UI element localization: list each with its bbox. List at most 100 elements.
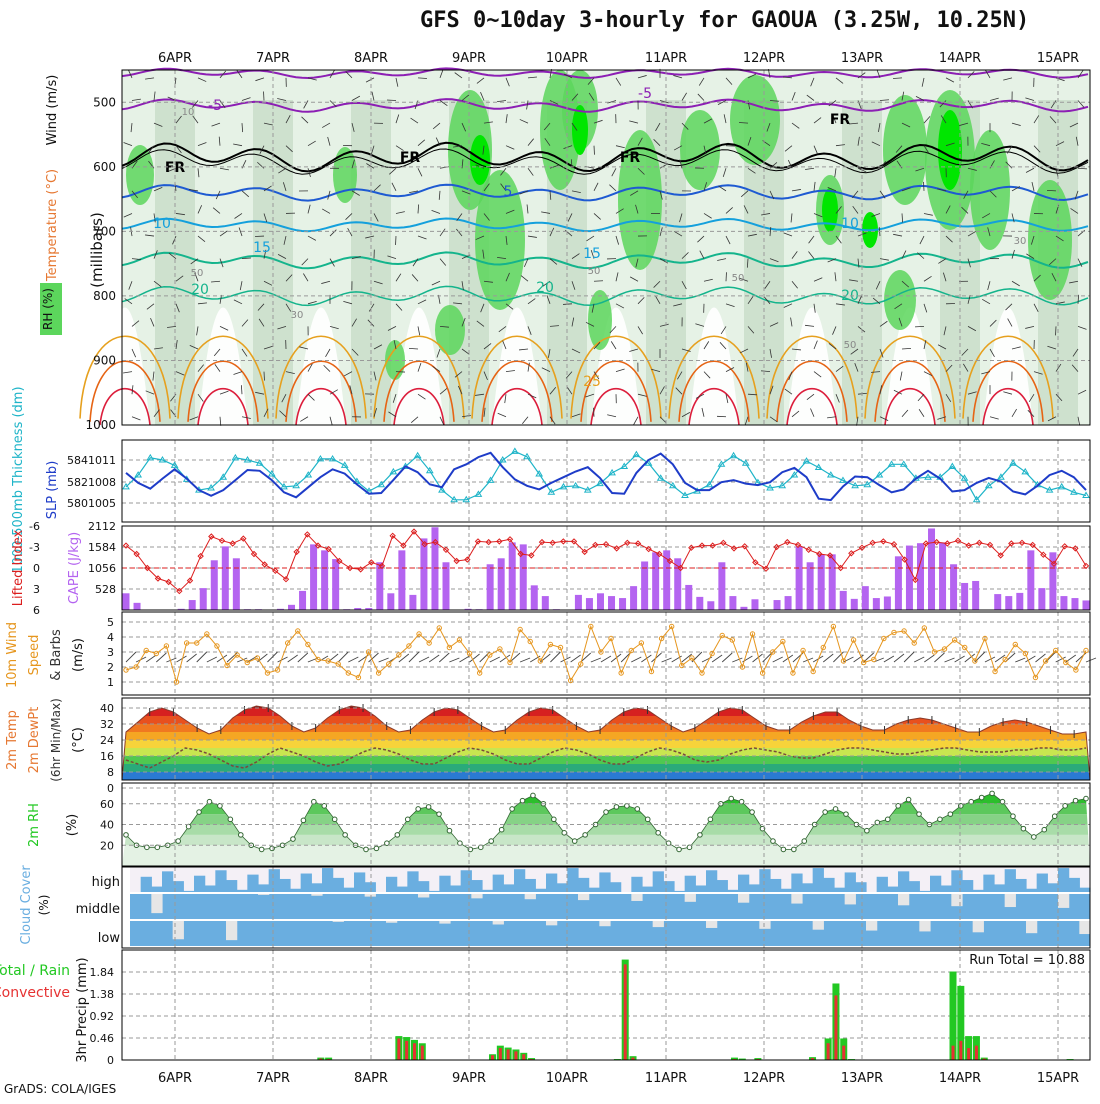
cape-tick-label: 1056 [88,562,116,575]
wind-barb-10m [288,655,298,662]
cape-tick-label: 1584 [88,541,116,554]
rh2m-axis-label: 2m RH [27,803,42,847]
precip-convective-bar [842,1046,845,1060]
wind-barb-10m [712,655,722,662]
wind-barb-10m [1035,654,1045,662]
wind-barb-10m [429,655,439,662]
cape-bar [630,586,637,610]
cloud-high-bar [1005,869,1016,892]
cloud-high-bar [642,887,653,892]
wind-barb-10m [419,657,429,662]
precip-convective-bar [507,1049,510,1060]
cloud-high-bar [535,889,546,892]
cape-bar [608,596,615,610]
cape-bar [873,598,880,610]
temp-color-band [122,716,1090,724]
slp-tick-label: 1008 [88,476,116,489]
cape-bar [1060,596,1067,610]
rh-point [426,805,431,810]
rh-point [802,839,807,844]
rh-moist-blob [475,170,525,310]
temp-color-band [122,764,1090,772]
isotherm-label: FR [620,150,641,166]
wind-barb-10m [409,652,419,662]
cloud-high-bar [1037,874,1048,892]
cloud-gap-bar [791,894,802,904]
cape-bar [586,598,593,610]
wind-barb-10m [197,652,207,662]
cloud-high-bar [407,871,418,892]
cape-bar [652,552,659,610]
cape-bar [288,605,295,610]
temp-tick-label: 32 [100,718,114,731]
precip-convective-bar [499,1048,502,1060]
precip-tick-label: 0.46 [90,1032,115,1045]
rh-point [238,833,243,838]
wind-tick-label: 4 [107,631,114,644]
wind-barb-10m [459,656,469,662]
precip-tick-label: 0.92 [90,1010,115,1023]
rh-contour-label: 50 [844,340,857,351]
rh-point [447,828,452,833]
cape-bar [487,564,494,610]
cloud-high-bar [1058,868,1069,892]
cloud-level-low: low [98,931,121,946]
cloud-gap-bar [866,921,877,931]
pressure-tick-label: 900 [93,353,116,367]
cape-bar [829,554,836,610]
cloud-high-bar [514,869,525,892]
cloud-high-bar [333,878,344,892]
cloud-high-bar [845,872,856,892]
cloud-high-bar [834,888,845,892]
lifted-index-tick-label: -6 [29,520,40,533]
wind-barb-10m [490,657,500,662]
cloud-high-bar [717,880,728,892]
cloud-gap-bar [738,894,749,903]
cloud-high-bar [802,883,813,892]
wind-barb-10m [348,657,358,662]
cloud-high-bar [695,885,706,892]
cape-bar [387,593,394,610]
cape-bar [1071,598,1078,610]
cape-bar [200,588,207,610]
precip-convective-bar [624,964,627,1060]
rh-point [833,807,838,812]
cloud-gap-bar [151,894,162,913]
cloud-high-bar [215,870,226,892]
cloud-gap-bar [311,894,322,896]
cloud-high-bar [706,870,717,892]
cape-bar [222,546,229,610]
cloud-high-bar [898,871,909,892]
cloud-high-bar [418,881,429,892]
cloud-high-bar [877,877,888,892]
cloud-high-bar [1047,883,1058,892]
cloud-high-bar [578,878,589,892]
wind-barb-10m [328,654,338,662]
cape-bar [906,546,913,610]
cape-bar [796,546,803,610]
cloud-high-bar [365,882,376,892]
precip-convective-bar [834,995,837,1060]
lifted-index-tick-label: 6 [33,604,40,617]
cloud-gap-bar [493,921,504,924]
temp-tick-label: 24 [100,734,114,747]
cape-bar [398,550,405,610]
temp-unit-label: (°C) [71,727,86,753]
isotherm-label: FR [400,150,421,166]
rh-moist-blob [435,305,465,355]
cloud-high-bar [813,868,824,892]
cloud-gap-bar [1058,894,1069,908]
cloud-gap-bar [845,894,856,904]
rh-point [635,807,640,812]
wind-barb-10m [631,657,641,662]
precip-convective-bar [967,1048,970,1060]
cloud-high-bar [141,877,152,892]
pressure-axis-label: (millibars) [88,212,106,288]
rh-point [708,817,713,822]
cloud-high-bar [557,883,568,892]
cloud-high-bar [226,880,237,892]
cloud-gap-bar [418,894,429,897]
slp-tick-label: 1005 [88,497,116,510]
cloud-high-bar [1079,888,1090,892]
rh-point [1073,798,1078,803]
